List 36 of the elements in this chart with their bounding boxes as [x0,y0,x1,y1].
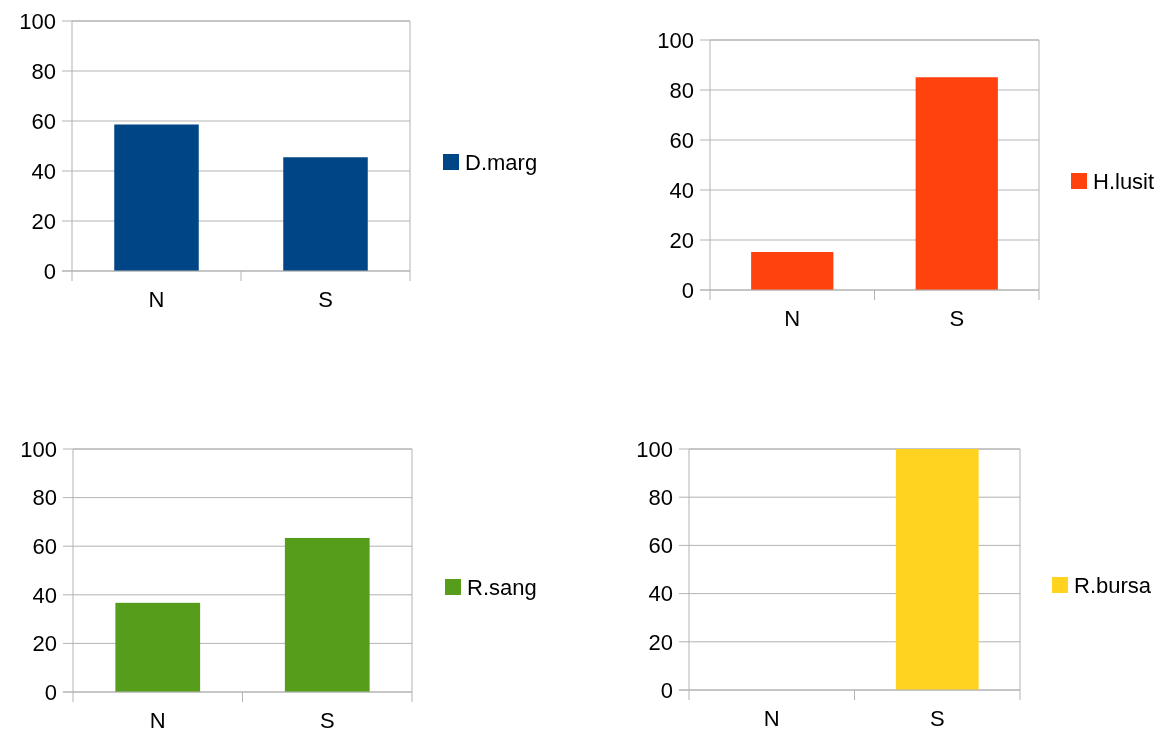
y-tick-label: 100 [657,27,694,53]
x-tick-label: N [784,306,801,331]
x-tick-label: S [319,708,335,733]
y-tick-label: 100 [19,8,56,34]
y-tick-label: 60 [31,108,56,134]
y-tick-label: 20 [32,631,57,657]
y-tick-label: 40 [31,158,56,184]
y-tick-label: 20 [648,629,673,655]
y-tick-label: 0 [43,258,56,284]
y-tick-label: 60 [32,533,57,559]
x-tick-label: N [149,708,166,733]
x-tick-label: S [949,306,965,331]
x-tick-label: N [763,706,780,731]
x-tick-label: S [929,706,945,731]
legend-label: R.bursa [1074,572,1152,598]
y-tick-label: 20 [31,208,56,234]
x-tick-label: S [318,287,333,312]
y-tick-label: 0 [44,679,57,705]
y-tick-label: 40 [648,581,673,607]
y-tick-label: 60 [669,127,694,153]
y-tick-label: 0 [681,277,694,303]
legend-label: H.lusit [1093,168,1155,194]
y-tick-label: 20 [669,227,694,253]
y-tick-label: 80 [31,58,56,84]
y-tick-label: 80 [648,484,673,510]
y-tick-label: 80 [669,77,694,103]
y-tick-label: 80 [32,485,57,511]
legend-label: R.sang [467,574,537,600]
y-tick-label: 100 [636,436,673,462]
legend-label: D.marg [465,149,538,175]
y-tick-label: 60 [648,533,673,559]
y-tick-label: 40 [669,177,694,203]
y-tick-label: 0 [660,677,673,703]
y-tick-label: 40 [32,582,57,608]
x-tick-label: N [148,287,165,312]
y-tick-label: 100 [20,436,57,462]
